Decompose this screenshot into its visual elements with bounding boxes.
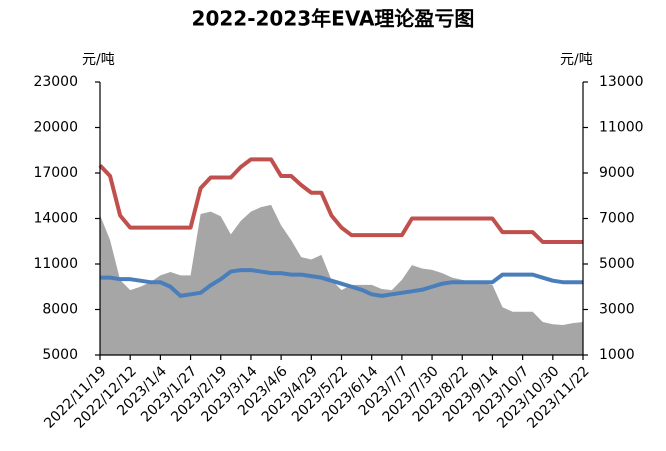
y-tick-label: 20000 — [33, 120, 78, 136]
y2-tick-label: 13000 — [599, 74, 644, 90]
line — [100, 268, 583, 298]
y-tick-label: 23000 — [33, 74, 78, 90]
y-tick-label: 17000 — [33, 165, 78, 181]
y2-tick-label: 5000 — [599, 256, 635, 272]
y-tick-label: 11000 — [33, 256, 78, 272]
y2-tick-label: 9000 — [599, 165, 635, 181]
y-tick-label: 5000 — [42, 347, 78, 363]
y2-tick-label: 1000 — [599, 347, 635, 363]
y-axis-label: 元/吨 — [82, 52, 115, 68]
area — [100, 204, 583, 355]
y-tick-label: 14000 — [33, 211, 78, 227]
y2-tick-label: 7000 — [599, 211, 635, 227]
chart-title: 2022-2023年EVA理论盈亏图 — [192, 7, 475, 31]
y2-tick-label: 3000 — [599, 302, 635, 318]
y2-axis-label: 元/吨 — [560, 52, 593, 68]
y-tick-label: 8000 — [42, 302, 78, 318]
y2-tick-label: 11000 — [599, 120, 644, 136]
line — [98, 157, 583, 245]
